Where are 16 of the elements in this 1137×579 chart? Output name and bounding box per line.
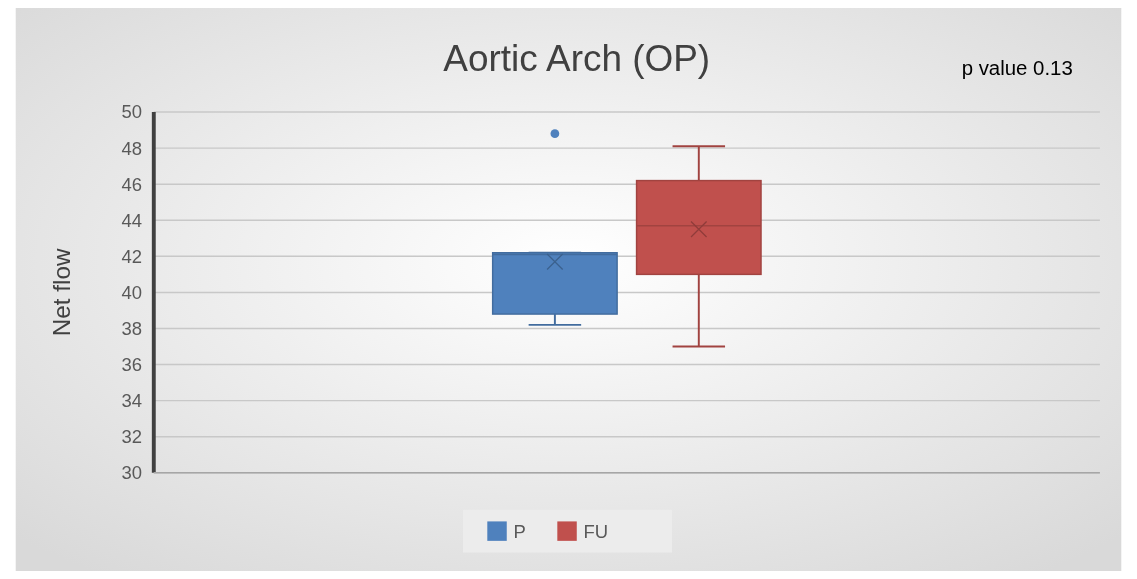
y-tick-label: 50 <box>121 101 143 123</box>
y-tick-label: 34 <box>121 390 143 412</box>
y-tick-label: 32 <box>121 426 143 448</box>
text: p value 0.13 <box>961 57 1073 80</box>
y-tick-label: 40 <box>121 281 143 303</box>
legend-label: FU <box>583 520 609 542</box>
y-tick-label: 38 <box>121 317 143 339</box>
y-tick-label: 42 <box>121 245 143 267</box>
chart-title: Aortic Arch (OP) <box>443 38 711 80</box>
y-tick-label: 36 <box>121 354 143 376</box>
y-tick-label: 46 <box>121 173 143 195</box>
legend-label: P <box>513 520 526 542</box>
y-axis-title: Net flow <box>48 248 76 337</box>
y-tick-label: 44 <box>121 209 143 231</box>
y-tick-label: 30 <box>121 462 143 484</box>
y-tick-label: 48 <box>121 137 143 159</box>
